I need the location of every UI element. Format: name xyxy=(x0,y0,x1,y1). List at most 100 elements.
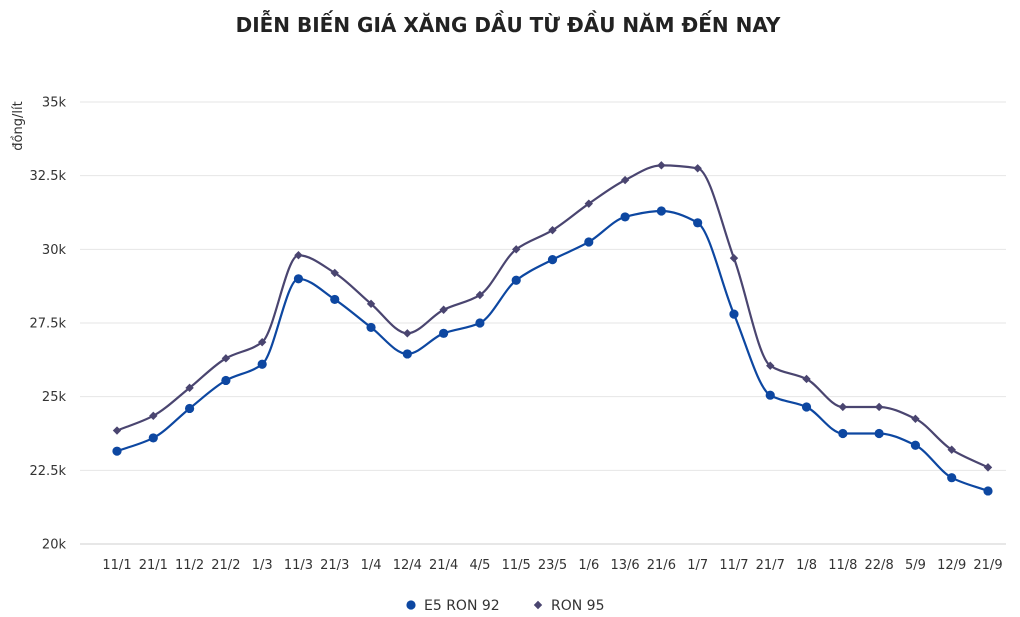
x-tick-label: 1/8 xyxy=(796,558,817,573)
data-point-e5-ron-92[interactable] xyxy=(620,212,630,222)
y-axis-label: đồng/lít xyxy=(11,101,26,150)
legend-marker-e5-ron-92[interactable] xyxy=(406,600,416,610)
x-tick-label: 21/2 xyxy=(211,558,240,573)
x-tick-label: 4/5 xyxy=(469,558,490,573)
x-tick-label: 21/6 xyxy=(647,558,676,573)
data-point-e5-ron-92[interactable] xyxy=(765,390,775,400)
data-point-ron-95[interactable] xyxy=(657,161,666,170)
x-tick-label: 1/6 xyxy=(578,558,599,573)
data-point-ron-95[interactable] xyxy=(185,383,194,393)
x-tick-label: 21/3 xyxy=(320,558,349,573)
data-point-e5-ron-92[interactable] xyxy=(184,403,195,414)
data-point-ron-95[interactable] xyxy=(439,305,448,314)
y-tick-label: 22.5k xyxy=(30,464,67,479)
data-point-ron-95[interactable] xyxy=(366,299,376,309)
data-point-e5-ron-92[interactable] xyxy=(293,274,304,284)
data-point-ron-95[interactable] xyxy=(911,414,920,423)
data-point-e5-ron-92[interactable] xyxy=(330,294,340,305)
x-tick-label: 13/6 xyxy=(610,558,639,573)
legend-item-e5-ron-92[interactable]: E5 RON 92 xyxy=(406,598,500,614)
data-point-ron-95[interactable] xyxy=(584,199,593,208)
data-point-ron-95[interactable] xyxy=(475,290,485,300)
series-group xyxy=(112,161,993,496)
data-point-ron-95[interactable] xyxy=(403,329,412,338)
x-tick-label: 11/8 xyxy=(828,558,857,573)
x-tick-label: 22/8 xyxy=(865,558,894,573)
data-point-ron-95[interactable] xyxy=(112,426,122,435)
data-point-ron-95[interactable] xyxy=(693,164,702,173)
series-line-e5-ron-92 xyxy=(116,209,989,492)
legend-label-e5-ron-92: E5 RON 92 xyxy=(424,598,500,614)
data-point-e5-ron-92[interactable] xyxy=(148,433,158,443)
data-point-e5-ron-92[interactable] xyxy=(983,486,993,496)
y-axis-ticks: 20k 22.5k 25k 27.5k 30k 32.5k 35k xyxy=(30,96,67,553)
x-tick-label: 1/7 xyxy=(687,558,708,573)
legend-item-ron-95[interactable]: RON 95 xyxy=(533,598,605,614)
x-tick-label: 12/4 xyxy=(393,558,422,573)
data-point-e5-ron-92[interactable] xyxy=(729,309,739,319)
data-point-e5-ron-92[interactable] xyxy=(511,275,521,285)
data-point-ron-95[interactable] xyxy=(947,445,956,454)
data-point-ron-95[interactable] xyxy=(838,402,848,412)
x-axis-ticks: 11/1 21/1 11/2 21/2 1/3 11/3 21/3 1/4 12/4 21/4 4/… xyxy=(102,558,1002,573)
x-tick-label: 11/1 xyxy=(102,558,131,573)
x-tick-label: 21/7 xyxy=(756,558,785,573)
data-point-ron-95[interactable] xyxy=(729,253,739,263)
data-point-ron-95[interactable] xyxy=(512,245,521,254)
y-tick-label: 20k xyxy=(42,538,67,553)
y-tick-label: 35k xyxy=(42,96,67,111)
data-point-ron-95[interactable] xyxy=(221,354,231,363)
data-point-ron-95[interactable] xyxy=(257,337,267,347)
data-point-e5-ron-92[interactable] xyxy=(221,375,231,386)
data-point-e5-ron-92[interactable] xyxy=(874,428,884,439)
y-tick-label: 25k xyxy=(42,390,67,405)
x-tick-label: 21/1 xyxy=(139,558,168,573)
y-tick-label: 30k xyxy=(42,243,67,258)
data-point-e5-ron-92[interactable] xyxy=(656,206,666,216)
data-point-e5-ron-92[interactable] xyxy=(547,255,558,265)
data-point-ron-95[interactable] xyxy=(802,374,811,384)
x-tick-label: 21/4 xyxy=(429,558,458,573)
data-point-ron-95[interactable] xyxy=(330,268,339,278)
legend-marker-ron-95[interactable] xyxy=(533,600,543,610)
series-ron-95 xyxy=(112,161,993,472)
x-tick-label: 12/9 xyxy=(937,558,966,573)
data-point-ron-95[interactable] xyxy=(766,361,775,370)
data-point-e5-ron-92[interactable] xyxy=(801,402,812,412)
data-point-ron-95[interactable] xyxy=(149,411,158,421)
x-tick-label: 21/9 xyxy=(973,558,1002,573)
data-point-e5-ron-92[interactable] xyxy=(693,218,703,228)
data-point-ron-95[interactable] xyxy=(620,175,630,185)
x-tick-label: 23/5 xyxy=(538,558,567,573)
data-point-ron-95[interactable] xyxy=(874,402,884,412)
x-tick-label: 11/5 xyxy=(502,558,531,573)
x-tick-label: 1/4 xyxy=(361,558,382,573)
legend: E5 RON 92 RON 95 xyxy=(406,598,604,614)
series-e5-ron-92 xyxy=(112,206,993,496)
data-point-e5-ron-92[interactable] xyxy=(910,440,921,450)
data-point-e5-ron-92[interactable] xyxy=(475,318,485,328)
data-point-e5-ron-92[interactable] xyxy=(584,237,594,247)
gridlines xyxy=(80,101,1006,545)
legend-label-ron-95: RON 95 xyxy=(551,598,604,614)
data-point-e5-ron-92[interactable] xyxy=(366,322,376,333)
x-tick-label: 5/9 xyxy=(905,558,926,573)
x-tick-label: 11/2 xyxy=(175,558,204,573)
x-tick-label: 11/3 xyxy=(284,558,313,573)
chart-title: DIỄN BIẾN GIÁ XĂNG DẦU TỪ ĐẦU NĂM ĐẾN NA… xyxy=(236,10,781,37)
data-point-ron-95[interactable] xyxy=(294,251,303,260)
data-point-e5-ron-92[interactable] xyxy=(257,359,267,369)
data-point-e5-ron-92[interactable] xyxy=(402,349,412,359)
series-line-ron-95 xyxy=(116,164,989,469)
data-point-e5-ron-92[interactable] xyxy=(838,428,848,439)
x-tick-label: 1/3 xyxy=(252,558,273,573)
data-point-ron-95[interactable] xyxy=(983,463,993,472)
data-point-e5-ron-92[interactable] xyxy=(112,446,122,456)
data-point-e5-ron-92[interactable] xyxy=(947,473,957,483)
data-point-e5-ron-92[interactable] xyxy=(439,328,449,338)
y-tick-label: 32.5k xyxy=(30,169,67,184)
x-tick-label: 11/7 xyxy=(719,558,748,573)
data-point-ron-95[interactable] xyxy=(548,225,557,235)
